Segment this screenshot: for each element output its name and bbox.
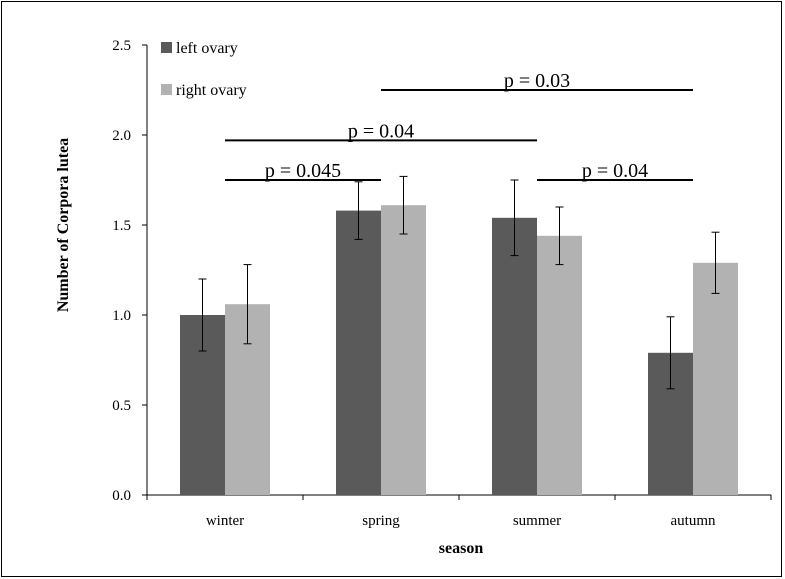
significance-label: p = 0.045 — [265, 160, 341, 182]
y-tick-label: 1.0 — [112, 308, 131, 324]
bar — [492, 217, 537, 496]
y-tick-label: 0.0 — [112, 488, 131, 504]
y-tick-label: 2.0 — [112, 128, 131, 144]
legend-label-right-ovary: right ovary — [176, 82, 247, 99]
y-tick-label: 1.5 — [112, 218, 131, 234]
legend-swatch-left-ovary — [161, 42, 172, 53]
significance-label: p = 0.04 — [582, 160, 648, 182]
y-ticks: 0.0 0.5 1.0 1.5 2.0 2.5 — [112, 38, 147, 504]
bars — [180, 205, 738, 496]
significance-label: p = 0.04 — [348, 120, 414, 142]
bar — [693, 262, 738, 495]
y-tick-label: 2.5 — [112, 38, 131, 54]
x-tick-label: summer — [513, 513, 561, 529]
x-ticks: winter spring summer autumn — [146, 495, 772, 529]
significance-annotations: p = 0.045 p = 0.04 p = 0.04 p = 0.03 — [225, 70, 693, 182]
y-tick-label: 0.5 — [112, 398, 131, 414]
error-bars — [198, 175, 720, 390]
legend-swatch-right-ovary — [161, 84, 172, 95]
legend: left ovary right ovary — [161, 40, 247, 99]
bar — [336, 210, 381, 495]
x-tick-label: autumn — [671, 513, 716, 529]
x-tick-label: winter — [206, 513, 244, 529]
y-axis-title: Number of Corpora lutea — [55, 138, 72, 312]
bar — [381, 205, 426, 495]
significance-label: p = 0.03 — [504, 70, 570, 92]
bar — [537, 235, 582, 496]
legend-label-left-ovary: left ovary — [176, 40, 238, 57]
x-axis-title: season — [439, 540, 484, 557]
x-tick-label: spring — [362, 513, 400, 529]
